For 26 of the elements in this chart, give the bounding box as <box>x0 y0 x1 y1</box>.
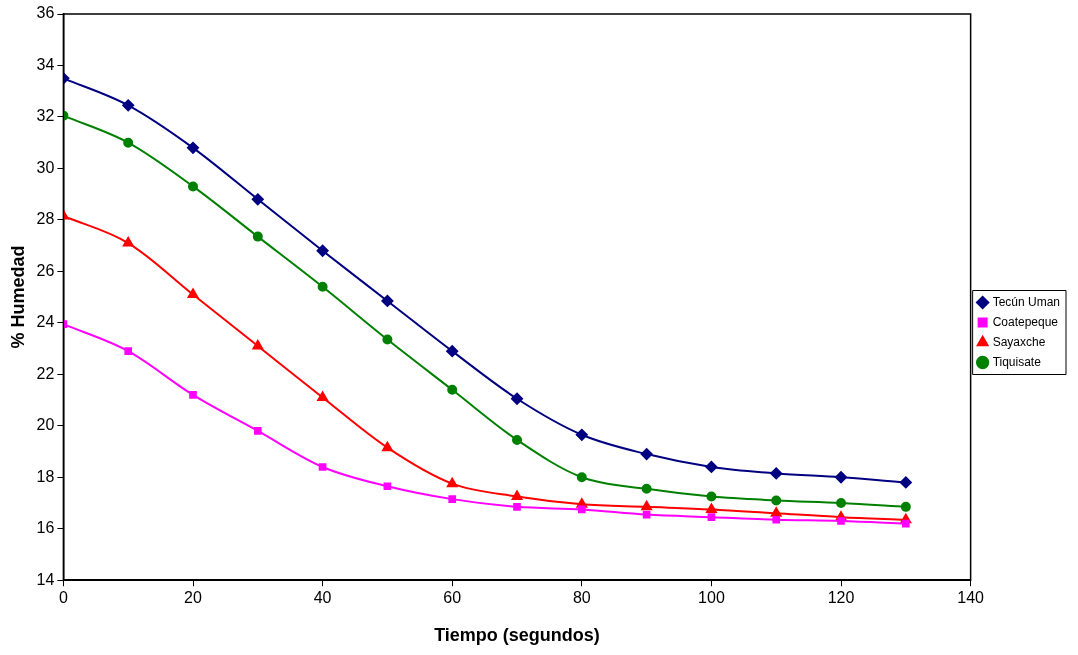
y-tick-label: 30 <box>36 158 55 176</box>
x-tick-label: 140 <box>957 589 985 607</box>
y-tick-label: 34 <box>36 55 55 73</box>
y-tick-label: 14 <box>36 570 55 588</box>
y-tick-label: 32 <box>36 107 55 125</box>
legend-label: Coatepeque <box>992 314 1059 329</box>
x-tick-label: 40 <box>313 589 332 607</box>
x-tick-label: 120 <box>827 589 855 607</box>
x-tick-label: 0 <box>58 589 68 607</box>
y-axis-title: % Humedad <box>7 245 28 349</box>
x-tick-label: 100 <box>698 589 725 607</box>
legend-label: Tiquisate <box>992 354 1042 369</box>
y-tick-label: 24 <box>36 313 55 331</box>
x-tick-label: 60 <box>443 589 462 607</box>
y-tick-label: 20 <box>36 416 55 434</box>
y-tick-label: 28 <box>36 210 55 228</box>
legend-label: Sayaxche <box>992 334 1046 349</box>
y-tick-label: 36 <box>36 4 55 22</box>
y-tick-label: 26 <box>36 261 55 279</box>
y-tick-label: 18 <box>36 467 55 485</box>
y-tick-label: 22 <box>36 364 55 382</box>
legend-label: Tecún Uman <box>992 294 1061 309</box>
y-tick-label: 16 <box>36 519 55 537</box>
x-axis-title: Tiempo (segundos) <box>434 625 600 646</box>
x-tick-label: 80 <box>572 589 591 607</box>
x-tick-label: 20 <box>184 589 202 607</box>
